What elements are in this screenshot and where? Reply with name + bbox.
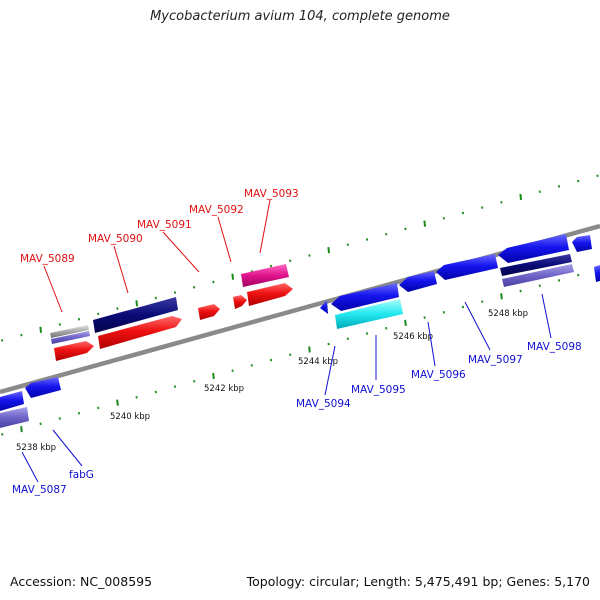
- gene-label[interactable]: MAV_5092: [189, 204, 244, 216]
- major-tick: [39, 326, 42, 333]
- reverse-strand-features: [0, 234, 600, 428]
- gene-label[interactable]: MAV_5090: [88, 233, 143, 245]
- label-leader-line: [541, 293, 552, 339]
- tick-label: 5244 kbp: [298, 357, 338, 367]
- label-leader-line: [259, 199, 271, 254]
- forward-gene-labels: MAV_5089 MAV_5090 MAV_5091 MAV_5092 MAV_…: [20, 188, 299, 313]
- map-title: Mycobacterium avium 104, complete genome: [150, 9, 450, 24]
- accession-text: Accession: NC_008595: [10, 574, 153, 589]
- label-leader-line: [427, 321, 436, 367]
- scale-labels: 5238 kbp 5240 kbp 5242 kbp 5244 kbp 5246…: [16, 309, 528, 453]
- gene-feature[interactable]: [198, 304, 220, 320]
- gene-feature[interactable]: [320, 300, 328, 314]
- gene-label[interactable]: MAV_5094: [296, 398, 351, 410]
- gene-feature[interactable]: [50, 325, 89, 338]
- gene-feature[interactable]: [0, 407, 29, 428]
- major-tick: [500, 293, 503, 300]
- major-tick: [519, 193, 522, 201]
- tick-label: 5248 kbp: [488, 309, 528, 319]
- label-leader-line: [217, 216, 232, 263]
- gene-feature[interactable]: [25, 377, 61, 398]
- major-tick: [135, 300, 138, 307]
- tick-label: 5246 kbp: [393, 332, 433, 342]
- lower-tick-track: [1, 266, 599, 436]
- gene-feature[interactable]: [331, 283, 399, 311]
- gene-label[interactable]: MAV_5087: [12, 484, 67, 496]
- major-tick: [423, 220, 426, 227]
- gene-feature[interactable]: [594, 265, 600, 282]
- gene-feature[interactable]: [500, 254, 572, 276]
- gene-label[interactable]: MAV_5093: [244, 188, 299, 200]
- gene-label[interactable]: fabG: [69, 469, 94, 481]
- label-leader-line: [43, 265, 63, 313]
- gene-feature[interactable]: [98, 316, 182, 349]
- label-leader-line: [113, 245, 129, 294]
- major-tick: [212, 372, 215, 380]
- gene-label[interactable]: MAV_5096: [411, 369, 466, 381]
- tick-label: 5238 kbp: [16, 443, 56, 453]
- label-leader-line: [324, 345, 336, 396]
- tick-label: 5240 kbp: [110, 412, 150, 422]
- major-tick: [116, 399, 119, 406]
- upper-tick-track: [1, 174, 599, 342]
- gene-feature[interactable]: [54, 341, 94, 361]
- gene-feature[interactable]: [572, 235, 592, 252]
- gene-feature[interactable]: [93, 297, 178, 333]
- gene-feature[interactable]: [335, 299, 403, 329]
- gene-feature[interactable]: [399, 271, 437, 292]
- major-tick: [327, 247, 330, 254]
- major-tick: [20, 426, 23, 433]
- tick-label: 5242 kbp: [204, 384, 244, 394]
- gene-feature[interactable]: [233, 295, 247, 309]
- gene-feature[interactable]: [51, 331, 90, 344]
- gene-feature[interactable]: [498, 234, 569, 263]
- genome-summary-text: Topology: circular; Length: 5,475,491 bp…: [246, 574, 590, 589]
- label-leader-line: [21, 451, 39, 483]
- gene-label[interactable]: MAV_5098: [527, 341, 582, 353]
- label-leader-line: [464, 301, 491, 351]
- major-tick: [231, 273, 234, 280]
- gene-feature[interactable]: [436, 254, 498, 280]
- major-tick: [404, 319, 407, 326]
- gene-feature[interactable]: [241, 264, 289, 287]
- gene-feature[interactable]: [0, 391, 24, 411]
- reverse-gene-labels: MAV_5087 fabG MAV_5094 MAV_5095 MAV_5096…: [12, 293, 582, 496]
- gene-feature[interactable]: [502, 264, 574, 287]
- gene-feature[interactable]: [247, 283, 293, 306]
- gene-label[interactable]: MAV_5095: [351, 384, 406, 396]
- forward-strand-features: [50, 264, 293, 361]
- gene-label[interactable]: MAV_5091: [137, 219, 192, 231]
- major-tick: [308, 346, 311, 353]
- gene-label[interactable]: MAV_5097: [468, 354, 523, 366]
- label-leader-line: [52, 429, 83, 467]
- label-leader-line: [162, 231, 200, 273]
- gene-label[interactable]: MAV_5089: [20, 253, 75, 265]
